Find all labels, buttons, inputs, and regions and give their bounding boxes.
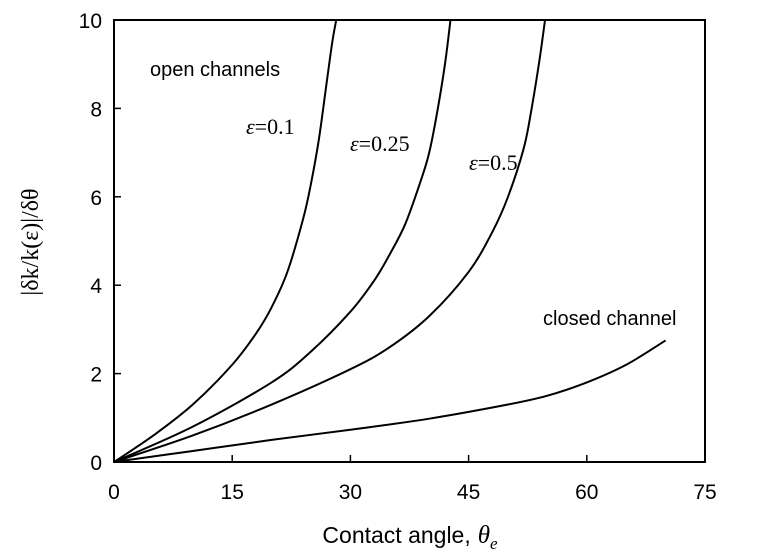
curve-eps-0-25 <box>113 19 452 463</box>
y-ticks: 0 2 4 6 8 10 <box>79 10 121 475</box>
x-tick-label: 30 <box>339 481 362 504</box>
y-tick-label: 4 <box>90 275 102 298</box>
y-tick-label: 6 <box>90 187 102 210</box>
x-ticks: 0 15 30 45 60 75 <box>108 455 717 504</box>
annotation-eps-0-1: ε=0.1 <box>246 114 295 139</box>
x-axis-subscript: e <box>490 534 498 551</box>
eps-value: =0.25 <box>359 131 410 156</box>
x-tick-label: 60 <box>575 481 598 504</box>
curve-closed-channel <box>113 339 667 463</box>
x-tick-label: 0 <box>108 481 120 504</box>
annotation-open-channels: open channels <box>150 59 280 81</box>
x-tick-label: 15 <box>221 481 244 504</box>
x-tick-label: 75 <box>693 481 716 504</box>
plot-frame <box>113 19 706 463</box>
curve-eps-0-5 <box>113 19 547 463</box>
eps-symbol: ε <box>350 131 359 156</box>
y-tick-label: 0 <box>90 452 102 475</box>
x-axis-title: Contact angle, θe <box>322 522 498 551</box>
y-tick-label: 2 <box>90 364 102 387</box>
y-tick-label: 8 <box>90 98 102 121</box>
curves-group <box>113 19 667 463</box>
annotation-closed-channel: closed channel <box>543 308 676 330</box>
x-axis-title-text: Contact angle, <box>322 522 470 548</box>
x-tick-label: 45 <box>457 481 480 504</box>
y-tick-label: 10 <box>79 10 102 33</box>
annotation-eps-0-5: ε=0.5 <box>469 150 518 175</box>
curve-eps-0-1 <box>113 19 338 463</box>
annotation-eps-0-25: ε=0.25 <box>350 131 410 156</box>
eps-value: =0.1 <box>255 114 295 139</box>
eps-value: =0.5 <box>478 150 518 175</box>
eps-symbol: ε <box>246 114 255 139</box>
y-axis-title: |δk/k(ε)|/δθ <box>18 188 44 295</box>
x-axis-theta: θ <box>478 522 490 549</box>
eps-symbol: ε <box>469 150 478 175</box>
